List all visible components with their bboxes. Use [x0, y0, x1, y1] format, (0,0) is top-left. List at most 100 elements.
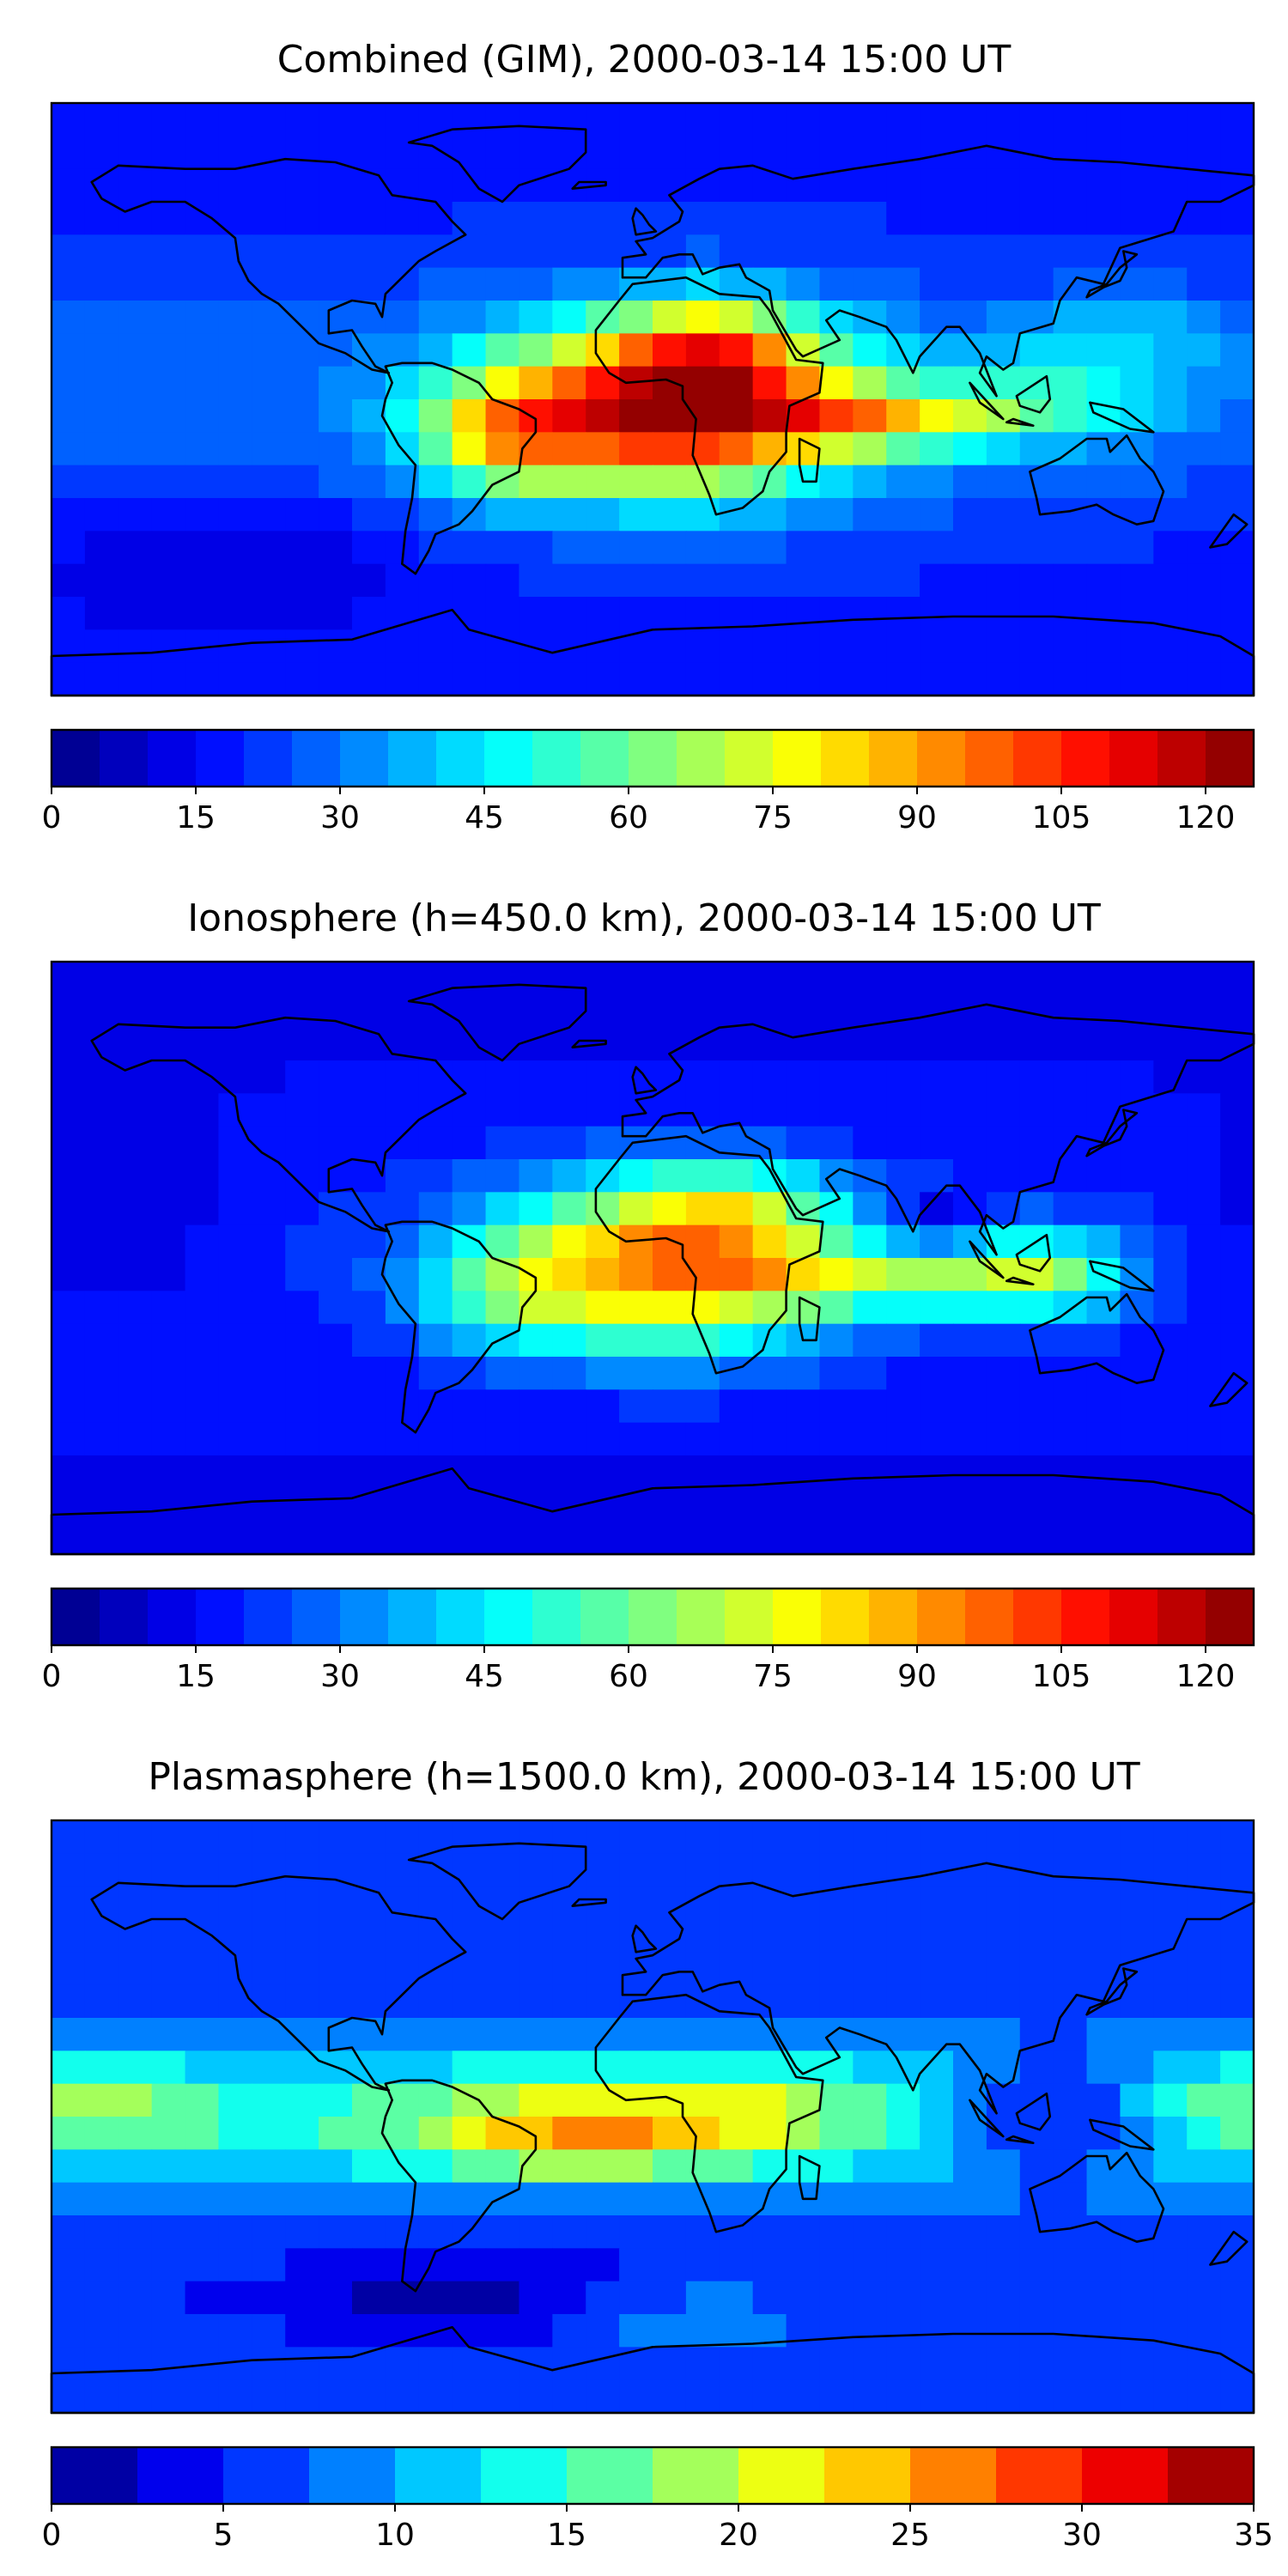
tec-cell — [552, 2182, 586, 2216]
tec-cell — [118, 399, 153, 433]
tec-cell — [552, 2050, 586, 2085]
tec-cell — [418, 168, 453, 203]
tec-cell — [1187, 2314, 1221, 2348]
tec-cell — [853, 103, 887, 137]
tec-cell — [752, 2281, 787, 2315]
tec-cell — [953, 1027, 987, 1061]
tec-cell — [853, 1093, 887, 1127]
tec-cell — [653, 629, 687, 664]
tec-cell — [485, 1126, 520, 1160]
coastline — [1029, 434, 1165, 526]
tec-cell — [685, 2149, 720, 2184]
tec-cell — [819, 1853, 854, 1887]
tec-cell — [1019, 1820, 1054, 1854]
tec-cell — [319, 1984, 353, 2019]
tec-cell — [719, 2347, 754, 2381]
tec-cell — [986, 629, 1021, 664]
tec-cell — [719, 168, 754, 203]
tec-cell — [285, 1853, 319, 1887]
tec-cell — [485, 2248, 520, 2282]
tec-cell — [986, 1919, 1021, 1953]
tec-cell — [1220, 2083, 1255, 2117]
tec-cell — [719, 629, 754, 664]
tec-cell — [586, 1521, 620, 1555]
tec-cell — [1053, 962, 1088, 995]
tec-cell — [653, 662, 687, 696]
tec-cell — [1187, 202, 1221, 235]
tec-cell — [352, 1323, 386, 1358]
tec-cell — [886, 1060, 920, 1094]
colorbar-band — [52, 730, 100, 787]
tec-cell — [452, 2314, 487, 2348]
tec-cell — [519, 1919, 553, 1953]
tec-cell — [1187, 994, 1221, 1029]
tec-cell — [485, 2018, 520, 2051]
tec-cell — [953, 531, 987, 565]
tec-cell — [586, 2281, 620, 2315]
tec-cell — [685, 2083, 720, 2117]
tec-cell — [653, 1357, 687, 1390]
tec-cell — [185, 1060, 220, 1094]
tec-cell — [519, 301, 553, 334]
tec-cell — [185, 1258, 220, 1291]
tec-cell — [118, 629, 153, 664]
tec-cell — [185, 597, 220, 630]
tec-cell — [552, 563, 586, 598]
tec-cell — [1153, 1224, 1188, 1259]
tec-cell — [886, 432, 920, 466]
tec-cell — [151, 2182, 186, 2216]
tec-cell — [84, 432, 119, 466]
tec-cell — [1153, 1126, 1188, 1160]
tec-cell — [84, 1952, 119, 1986]
colorbar-band — [725, 1589, 774, 1645]
tec-cell — [218, 2117, 252, 2150]
tec-cell — [151, 2347, 186, 2381]
tec-cell — [786, 531, 821, 565]
tec-cell — [1153, 662, 1188, 696]
tec-cell — [953, 2248, 987, 2282]
tec-cell — [752, 432, 787, 466]
coastline — [1085, 1967, 1139, 2016]
tec-cell — [285, 2347, 319, 2381]
tec-cell — [853, 1820, 887, 1854]
tec-cell — [586, 994, 620, 1029]
tec-cell — [452, 1291, 487, 1325]
tec-cell — [252, 267, 286, 301]
tec-cell — [452, 168, 487, 203]
tec-cell — [418, 202, 453, 235]
tec-cell — [653, 1159, 687, 1193]
tec-cell — [252, 2379, 286, 2414]
tec-cell — [452, 2347, 487, 2381]
tec-cell — [986, 399, 1021, 433]
tec-cell — [385, 366, 420, 400]
tec-cell — [1019, 1984, 1054, 2019]
tec-cell — [586, 2314, 620, 2348]
tec-cell — [586, 1291, 620, 1325]
tec-cell — [319, 2281, 353, 2315]
tec-cell — [886, 1389, 920, 1424]
tec-cell — [953, 2347, 987, 2381]
tec-cell — [586, 465, 620, 499]
tec-cell — [319, 1455, 353, 1489]
tec-cell — [319, 103, 353, 137]
tec-cell — [485, 136, 520, 170]
tec-cell — [1220, 1853, 1255, 1887]
tec-cell — [285, 563, 319, 598]
tec-cell — [552, 1357, 586, 1390]
tec-cell — [418, 2083, 453, 2117]
tec-cell — [218, 1853, 252, 1887]
tec-cell — [752, 2379, 787, 2414]
colorbar-band — [484, 730, 533, 787]
tec-cell — [519, 432, 553, 466]
tec-cell — [653, 1455, 687, 1489]
tec-cell — [653, 333, 687, 368]
colorbar-tick-label: 20 — [719, 2518, 758, 2553]
tec-cell — [385, 1159, 420, 1193]
tec-cell — [920, 531, 954, 565]
tec-cell — [485, 2117, 520, 2150]
tec-cell — [786, 2281, 821, 2315]
tec-cell — [319, 1952, 353, 1986]
tec-cell — [1220, 234, 1255, 269]
tec-cell — [1053, 1357, 1088, 1390]
tec-cell — [1187, 399, 1221, 433]
